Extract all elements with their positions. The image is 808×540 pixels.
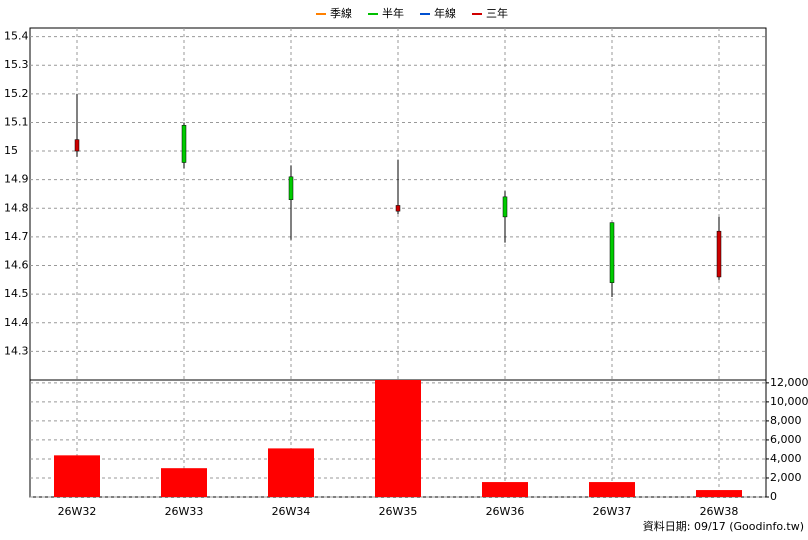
legend-label: 半年 xyxy=(382,6,404,20)
volume-bar xyxy=(589,482,635,497)
y-tick-label: 14.6 xyxy=(4,259,29,272)
volume-bar xyxy=(54,455,100,497)
y2-tick-label: 6,000 xyxy=(770,433,802,446)
x-tick-label: 26W34 xyxy=(272,505,311,518)
y-tick-label: 15 xyxy=(4,144,18,157)
legend-label: 季線 xyxy=(330,6,352,20)
volume-bar xyxy=(696,490,742,497)
y-tick-label: 15.4 xyxy=(4,30,29,43)
y-tick-label: 14.5 xyxy=(4,287,29,300)
y2-tick-label: 8,000 xyxy=(770,414,802,427)
legend: 季線 半年 年線 三年 xyxy=(316,6,508,20)
candle-body xyxy=(181,125,187,163)
candle-body xyxy=(395,205,401,212)
candle-body xyxy=(609,222,615,283)
y-tick-label: 15.2 xyxy=(4,87,29,100)
y2-tick-label: 4,000 xyxy=(770,452,802,465)
x-tick-label: 26W38 xyxy=(700,505,739,518)
y2-tick-label: 10,000 xyxy=(770,395,808,408)
x-tick-label: 26W36 xyxy=(486,505,525,518)
y2-tick-label: 0 xyxy=(770,490,777,503)
y-tick-label: 14.9 xyxy=(4,173,29,186)
candle-body xyxy=(502,196,508,218)
candle-body xyxy=(74,139,80,152)
y-tick-label: 14.4 xyxy=(4,316,29,329)
footer: 資料日期: 09/17 (Goodinfo.tw) xyxy=(643,519,804,533)
y-tick-label: 14.3 xyxy=(4,344,29,357)
x-tick-label: 26W37 xyxy=(593,505,632,518)
legend-label: 年線 xyxy=(434,6,456,20)
y-tick-label: 15.1 xyxy=(4,115,29,128)
candle-body xyxy=(716,230,722,278)
volume-bar xyxy=(268,448,314,497)
volume-bar xyxy=(161,468,207,497)
x-tick-label: 26W32 xyxy=(58,505,97,518)
y2-tick-label: 12,000 xyxy=(770,376,808,389)
y2-tick-label: 2,000 xyxy=(770,471,802,484)
candle-body xyxy=(288,176,294,200)
volume-bar xyxy=(375,380,421,497)
y-tick-label: 15.3 xyxy=(4,58,29,71)
x-tick-label: 26W35 xyxy=(379,505,418,518)
y-tick-label: 14.8 xyxy=(4,201,29,214)
legend-label: 三年 xyxy=(486,6,508,20)
x-tick-label: 26W33 xyxy=(165,505,204,518)
volume-bar xyxy=(482,482,528,497)
y-tick-label: 14.7 xyxy=(4,230,29,243)
